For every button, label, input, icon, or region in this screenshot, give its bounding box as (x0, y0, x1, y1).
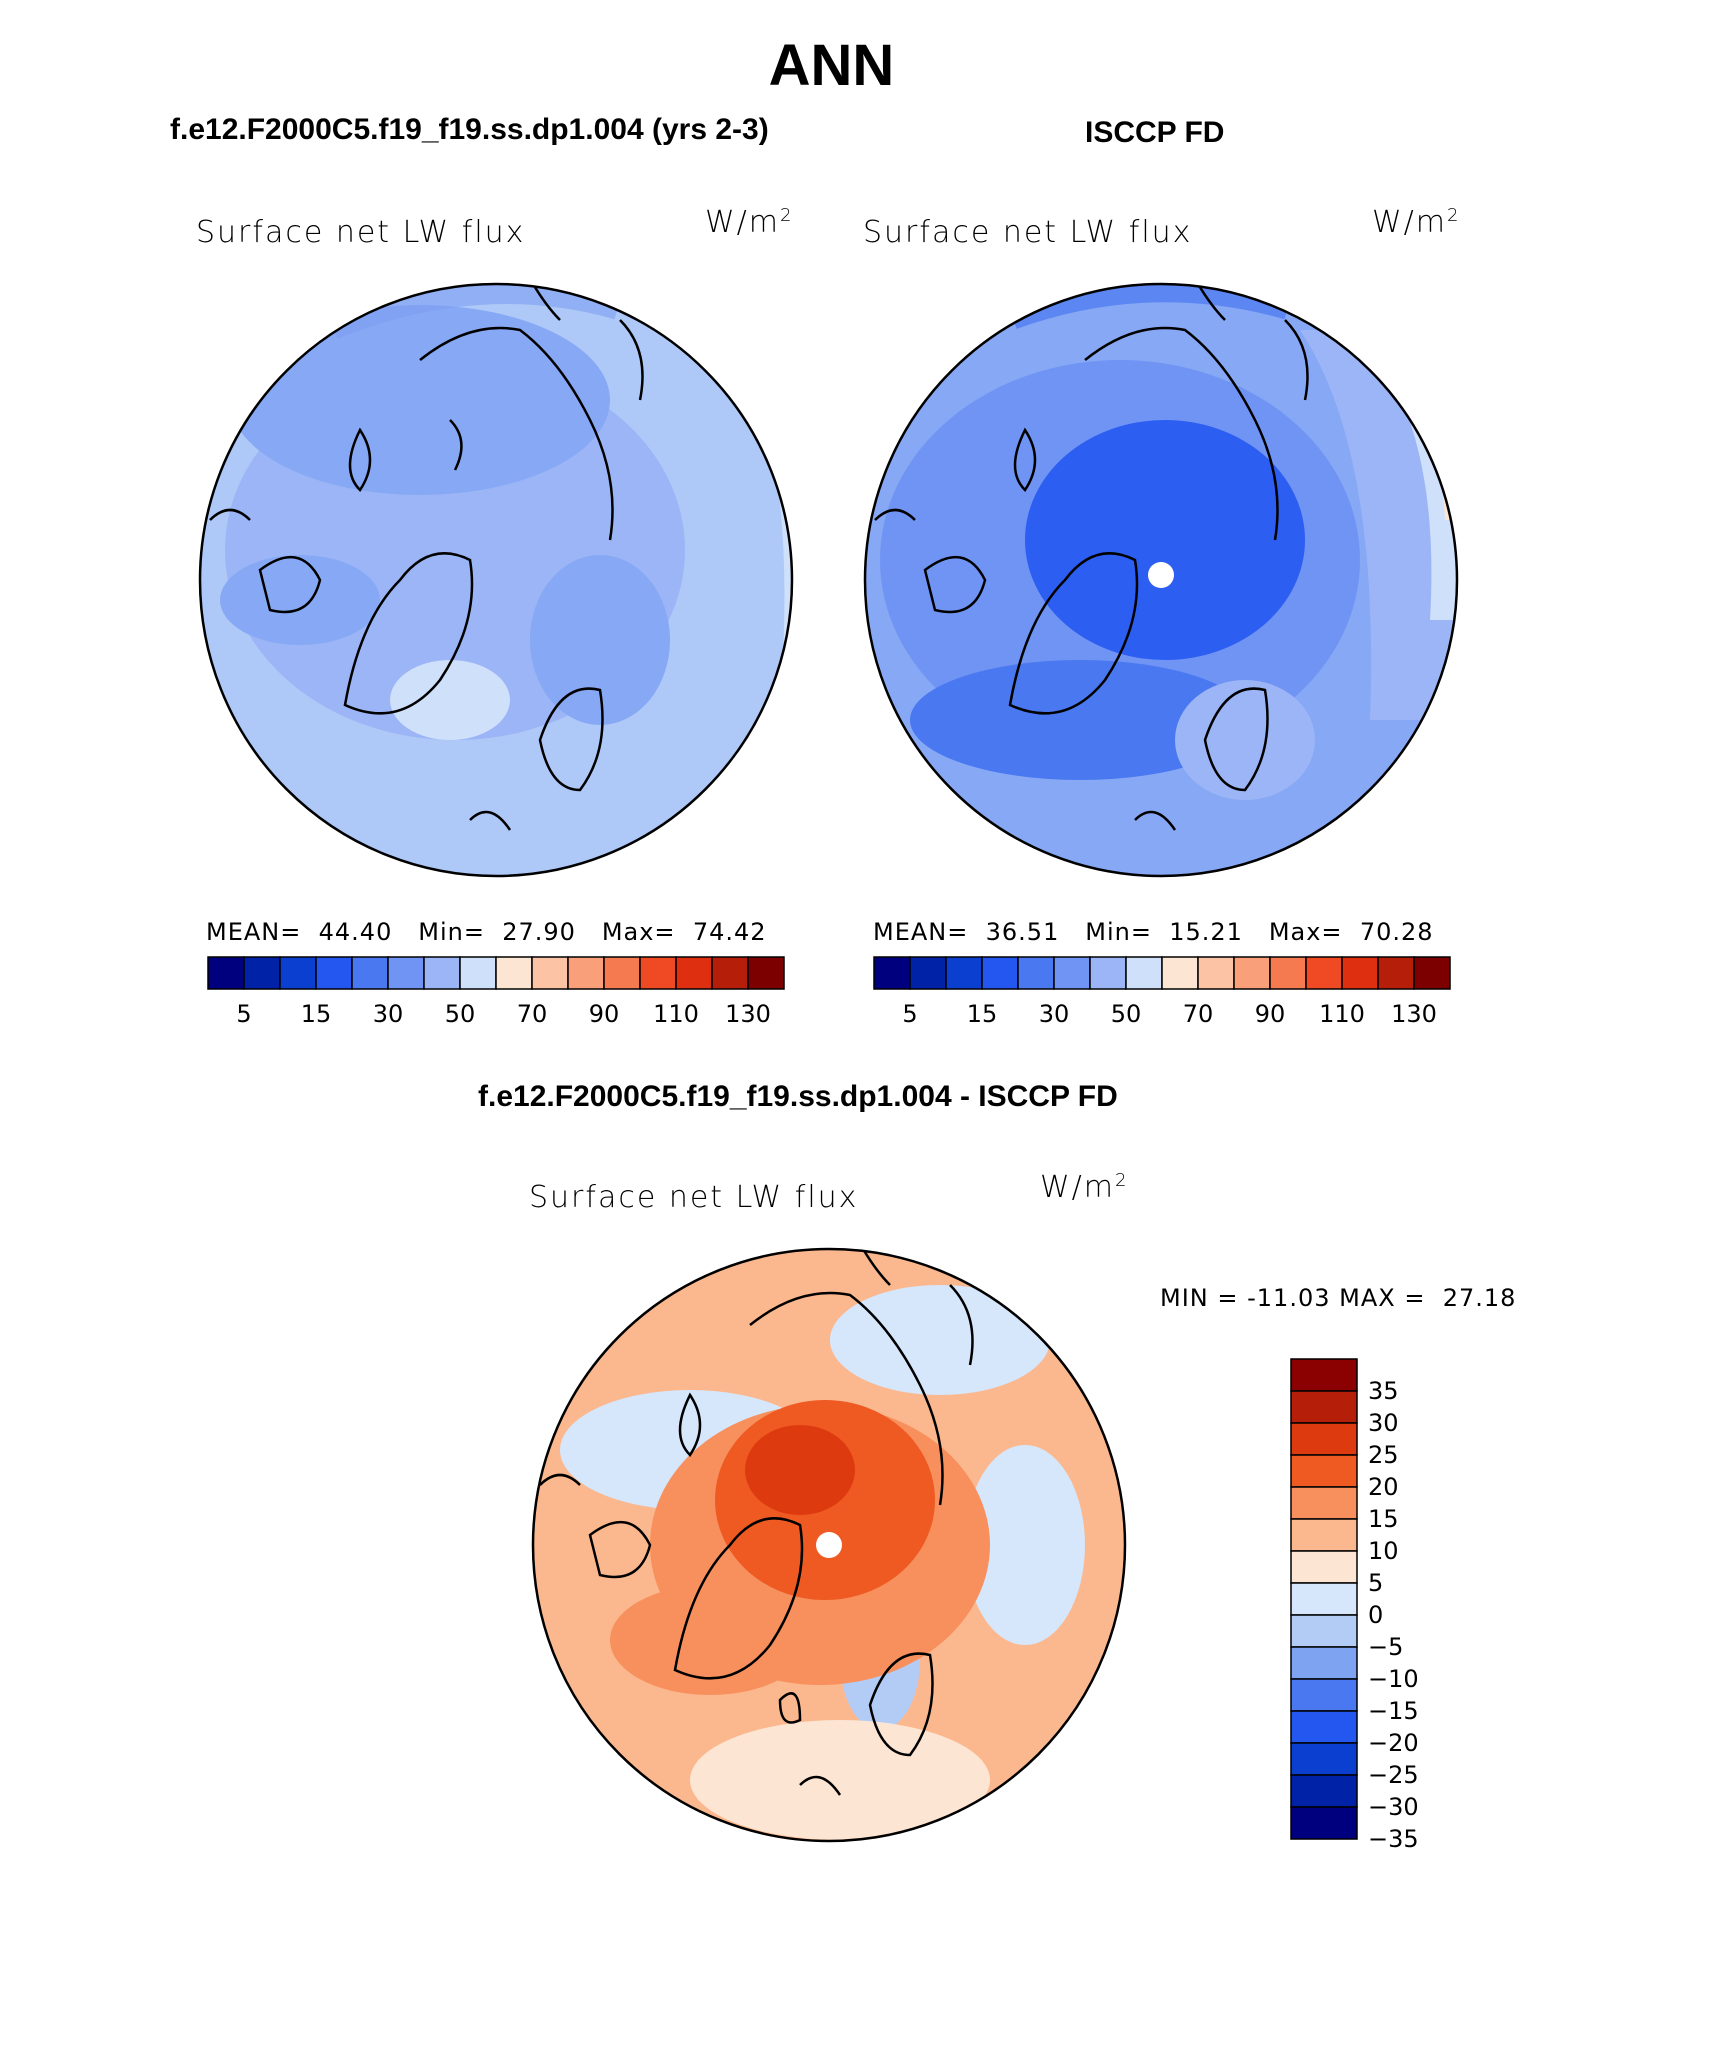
colorbar-tick-label: 130 (1391, 1000, 1437, 1028)
diff-polar-map (533, 1249, 1125, 1841)
colorbar-swatch (207, 956, 245, 990)
diff-units-label: W/m2 (1040, 1170, 1129, 1205)
obs-variable-label: Surface net LW flux (863, 215, 1193, 250)
colorbar-tick-label: 110 (653, 1000, 699, 1028)
diff-colorbar-tick-label: −35 (1368, 1825, 1419, 1853)
colorbar-swatch (603, 956, 641, 990)
colorbar-tick-label: 5 (902, 1000, 918, 1028)
colorbar-swatch (1017, 956, 1055, 990)
colorbar-swatch (279, 956, 317, 990)
colorbar-tick-label: 110 (1319, 1000, 1365, 1028)
colorbar-swatch (351, 956, 389, 990)
obs-panel-header: ISCCP FD (1085, 116, 1225, 149)
diff-colorbar (1290, 1358, 1358, 1840)
colorbar-swatch (1377, 956, 1415, 990)
colorbar-swatch (945, 956, 983, 990)
obs-polar-map (865, 284, 1457, 876)
colorbar-swatch (567, 956, 605, 990)
diff-colorbar-swatch (1290, 1582, 1358, 1616)
diff-colorbar-swatch (1290, 1774, 1358, 1808)
diff-colorbar-tick-label: −20 (1368, 1729, 1419, 1757)
colorbar-swatch (747, 956, 785, 990)
diff-colorbar-swatch (1290, 1390, 1358, 1424)
diff-colorbar-tick-label: −30 (1368, 1793, 1419, 1821)
diff-colorbar-swatch (1290, 1358, 1358, 1392)
colorbar-swatch (909, 956, 947, 990)
obs-units-label: W/m2 (1372, 205, 1461, 240)
diff-colorbar-tick-label: 0 (1368, 1601, 1384, 1629)
colorbar-swatch (1053, 956, 1091, 990)
diff-colorbar-swatch (1290, 1646, 1358, 1680)
colorbar-swatch (1089, 956, 1127, 990)
colorbar-tick-label: 50 (1110, 1000, 1142, 1028)
colorbar-tick-label: 15 (966, 1000, 998, 1028)
colorbar-tick-label: 90 (588, 1000, 620, 1028)
diff-colorbar-swatch (1290, 1710, 1358, 1744)
diff-colorbar-swatch (1290, 1806, 1358, 1840)
colorbar-swatch (495, 956, 533, 990)
diff-colorbar-swatch (1290, 1422, 1358, 1456)
diff-colorbar-tick-label: 20 (1368, 1473, 1399, 1501)
colorbar-swatch (675, 956, 713, 990)
colorbar-swatch (1269, 956, 1307, 990)
colorbar-swatch (1233, 956, 1271, 990)
colorbar-swatch (1125, 956, 1163, 990)
colorbar-swatch (711, 956, 749, 990)
colorbar-tick-label: 5 (236, 1000, 252, 1028)
diff-colorbar-swatch (1290, 1550, 1358, 1584)
diff-colorbar-tick-label: −15 (1368, 1697, 1419, 1725)
colorbar-tick-label: 70 (516, 1000, 548, 1028)
model-stats: MEAN= 44.40 Min= 27.90 Max= 74.42 (206, 918, 767, 946)
colorbar-swatch (1197, 956, 1235, 990)
colorbar-swatch (315, 956, 353, 990)
diff-panel-header: f.e12.F2000C5.f19_f19.ss.dp1.004 - ISCCP… (478, 1080, 1118, 1113)
diff-min-max: MIN = -11.03 MAX = 27.18 (1160, 1284, 1517, 1312)
diff-colorbar-tick-label: −10 (1368, 1665, 1419, 1693)
colorbar-swatch (1305, 956, 1343, 990)
model-polar-map (200, 284, 792, 876)
colorbar-tick-label: 30 (372, 1000, 404, 1028)
diff-colorbar-swatch (1290, 1518, 1358, 1552)
obs-colorbar (873, 956, 1451, 990)
colorbar-swatch (873, 956, 911, 990)
colorbar-swatch (981, 956, 1019, 990)
diff-colorbar-tick-label: 35 (1368, 1377, 1399, 1405)
diff-colorbar-swatch (1290, 1614, 1358, 1648)
diff-colorbar-tick-label: 30 (1368, 1409, 1399, 1437)
diff-colorbar-swatch (1290, 1742, 1358, 1776)
diff-colorbar-swatch (1290, 1678, 1358, 1712)
diff-colorbar-tick-label: 10 (1368, 1537, 1399, 1565)
colorbar-tick-label: 30 (1038, 1000, 1070, 1028)
model-variable-label: Surface net LW flux (196, 215, 526, 250)
model-panel-header: f.e12.F2000C5.f19_f19.ss.dp1.004 (yrs 2-… (170, 113, 769, 146)
diff-colorbar-tick-label: −25 (1368, 1761, 1419, 1789)
diff-colorbar-tick-label: 15 (1368, 1505, 1399, 1533)
diff-colorbar-tick-label: 25 (1368, 1441, 1399, 1469)
colorbar-swatch (459, 956, 497, 990)
colorbar-swatch (639, 956, 677, 990)
colorbar-tick-label: 90 (1254, 1000, 1286, 1028)
colorbar-swatch (1341, 956, 1379, 990)
diff-colorbar-tick-label: −5 (1368, 1633, 1404, 1661)
diff-colorbar-swatch (1290, 1486, 1358, 1520)
colorbar-tick-label: 70 (1182, 1000, 1214, 1028)
colorbar-swatch (423, 956, 461, 990)
colorbar-swatch (387, 956, 425, 990)
diff-colorbar-tick-label: 5 (1368, 1569, 1384, 1597)
diff-colorbar-swatch (1290, 1454, 1358, 1488)
colorbar-swatch (1161, 956, 1199, 990)
figure-title: ANN (768, 33, 895, 98)
colorbar-tick-label: 50 (444, 1000, 476, 1028)
colorbar-swatch (531, 956, 569, 990)
model-units-label: W/m2 (705, 205, 794, 240)
diff-variable-label: Surface net LW flux (529, 1180, 859, 1215)
colorbar-tick-label: 130 (725, 1000, 771, 1028)
colorbar-swatch (1413, 956, 1451, 990)
colorbar-tick-label: 15 (300, 1000, 332, 1028)
obs-stats: MEAN= 36.51 Min= 15.21 Max= 70.28 (873, 918, 1434, 946)
colorbar-swatch (243, 956, 281, 990)
model-colorbar (207, 956, 785, 990)
